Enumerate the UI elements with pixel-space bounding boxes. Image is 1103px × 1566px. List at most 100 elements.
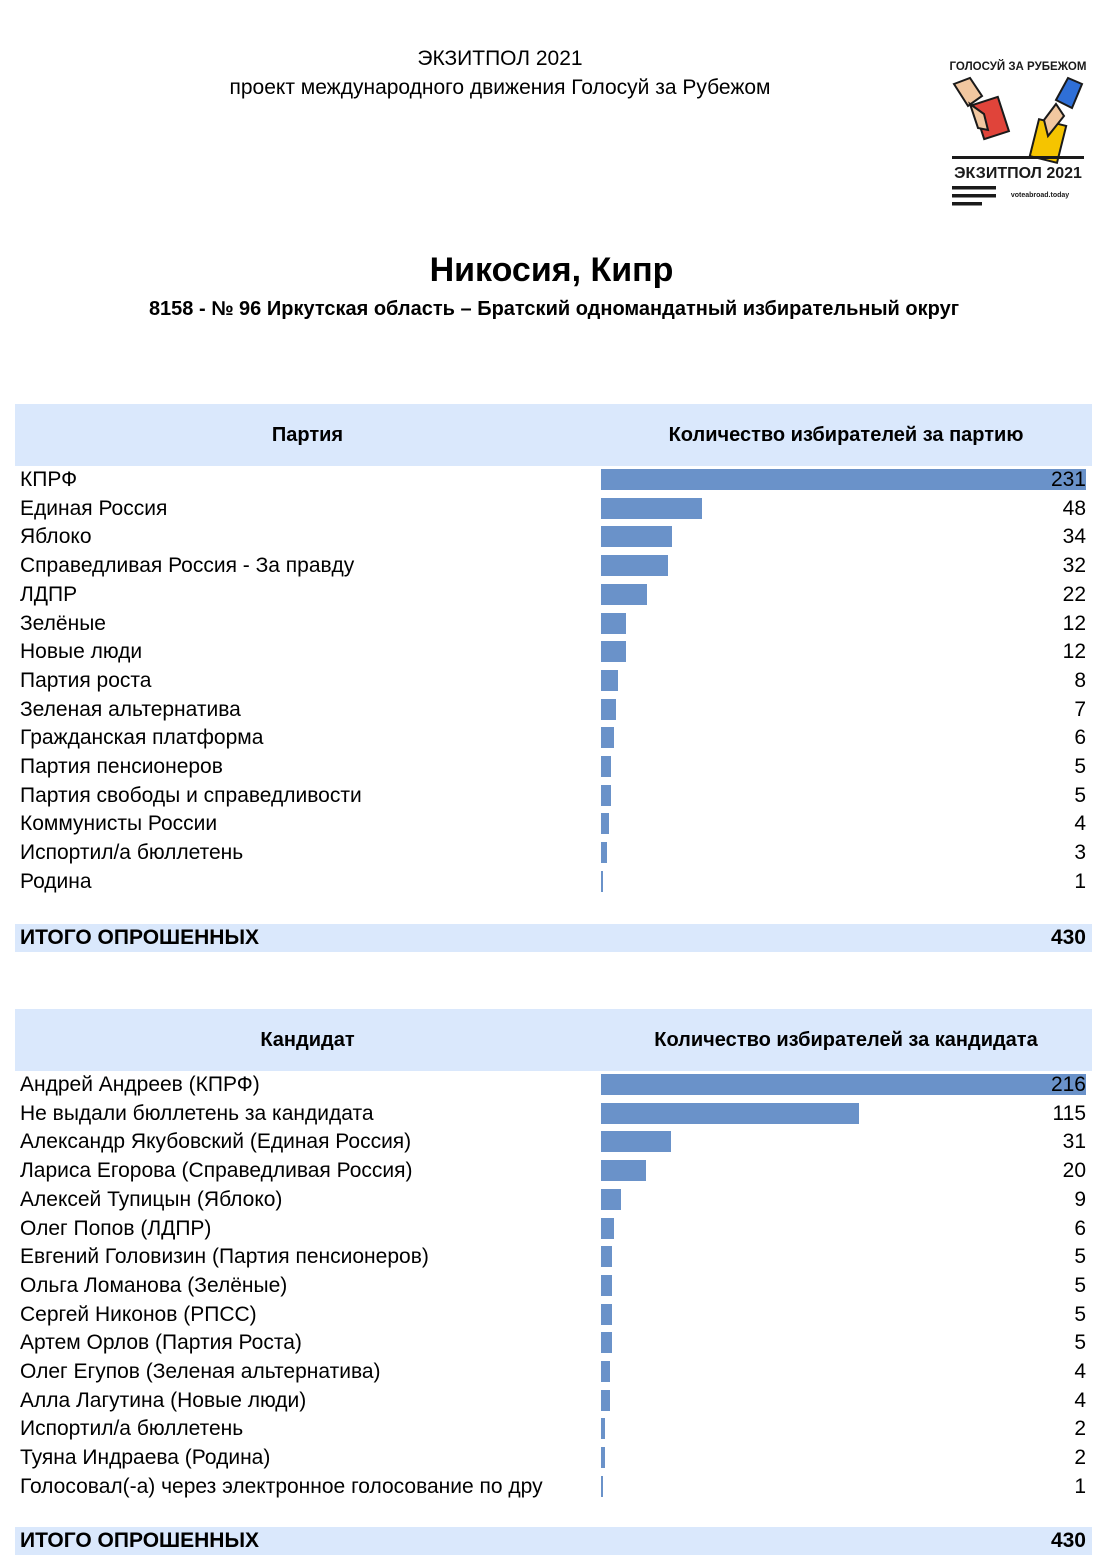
candidate-bar-track xyxy=(601,1475,1086,1497)
party-row: ЛДПР 22 xyxy=(15,581,1092,610)
candidate-value: 9 xyxy=(1074,1187,1086,1211)
party-value: 12 xyxy=(1062,611,1086,635)
hand-right-icon xyxy=(1028,76,1084,165)
candidate-bar xyxy=(601,1131,671,1153)
candidate-row: Александр Якубовский (Единая Россия) 31 xyxy=(15,1128,1092,1157)
district-subtitle: 8158 - № 96 Иркутская область – Братский… xyxy=(148,298,960,320)
candidate-bar-track xyxy=(601,1188,1086,1210)
candidate-value: 216 xyxy=(1050,1073,1086,1096)
party-bar-track xyxy=(601,842,1086,864)
party-row: Единая Россия 48 xyxy=(15,495,1092,524)
candidate-row: Сергей Никонов (РПСС) 5 xyxy=(15,1301,1092,1330)
candidate-total-row: ИТОГО ОПРОШЕННЫХ 430 xyxy=(15,1527,1092,1555)
party-bar xyxy=(601,497,702,519)
party-label: ЛДПР xyxy=(20,582,78,606)
party-label: Партия свободы и справедливости xyxy=(20,783,362,807)
candidate-value: 2 xyxy=(1074,1446,1086,1470)
candidate-bar xyxy=(601,1332,613,1354)
party-value: 34 xyxy=(1062,525,1086,549)
candidate-row: Туяна Индраева (Родина) 2 xyxy=(15,1444,1092,1473)
candidate-label: Не выдали бюллетень за кандидата xyxy=(20,1101,374,1125)
candidate-bar-track xyxy=(601,1303,1086,1325)
party-bar xyxy=(601,641,627,663)
candidate-label: Сергей Никонов (РПСС) xyxy=(20,1302,257,1326)
party-count-column-header: Количество избирателей за партию xyxy=(668,424,1024,446)
party-bar-track xyxy=(601,612,1086,634)
party-value: 5 xyxy=(1074,783,1086,807)
candidate-bar xyxy=(601,1274,613,1296)
party-value: 32 xyxy=(1062,554,1086,578)
candidate-row: Не выдали бюллетень за кандидата 115 xyxy=(15,1100,1092,1129)
candidate-label: Олег Попов (ЛДПР) xyxy=(20,1216,212,1240)
candidate-row: Ольга Ломанова (Зелёные) 5 xyxy=(15,1272,1092,1301)
candidate-label: Испортил/а бюллетень xyxy=(20,1417,244,1441)
party-bar xyxy=(601,870,604,892)
party-label: Коммунисты России xyxy=(20,812,218,836)
party-row: Яблоко 34 xyxy=(15,523,1092,552)
party-label: Новые люди xyxy=(20,640,143,664)
candidate-label: Артем Орлов (Партия Роста) xyxy=(20,1331,302,1355)
party-row: КПРФ 231 xyxy=(15,466,1092,495)
party-bar xyxy=(601,469,1086,490)
candidate-bar-track xyxy=(601,1447,1086,1469)
party-bar-track xyxy=(601,784,1086,806)
party-row: Родина 1 xyxy=(15,868,1092,897)
logo-site-text: voteabroad.today xyxy=(1011,192,1069,199)
party-bar xyxy=(601,583,648,605)
candidate-bar xyxy=(601,1389,610,1411)
exitpoll-logo: ГОЛОСУЙ ЗА РУБЕЖОМ ЭКЗИТПОЛ 2021 voteabr… xyxy=(950,60,1086,206)
party-table: Партия Количество избирателей за партию … xyxy=(15,404,1092,952)
party-value: 48 xyxy=(1062,496,1086,520)
candidate-label: Алексей Тупицын (Яблоко) xyxy=(20,1187,283,1211)
party-label: Родина xyxy=(20,869,92,893)
party-bar xyxy=(601,698,616,720)
party-label: Справедливая Россия - За правду xyxy=(20,554,355,578)
party-bar xyxy=(601,526,673,548)
party-value: 6 xyxy=(1074,726,1086,750)
party-bar xyxy=(601,612,627,634)
candidate-label: Александр Якубовский (Единая Россия) xyxy=(20,1130,412,1154)
header-subtitle: проект международного движения Голосуй з… xyxy=(229,76,771,99)
party-bar-track xyxy=(601,870,1086,892)
candidate-bar-track xyxy=(601,1361,1086,1382)
candidate-value: 115 xyxy=(1052,1101,1086,1125)
party-value: 3 xyxy=(1074,841,1086,865)
party-total-value: 430 xyxy=(1050,926,1086,949)
party-total-label: ИТОГО ОПРОШЕННЫХ xyxy=(20,926,260,949)
party-label: КПРФ xyxy=(20,468,78,491)
party-value: 4 xyxy=(1074,812,1086,836)
party-bar xyxy=(601,784,612,806)
candidate-bar xyxy=(601,1475,604,1497)
candidate-total-value: 430 xyxy=(1050,1529,1086,1552)
candidate-value: 31 xyxy=(1062,1130,1086,1154)
candidate-label: Туяна Индраева (Родина) xyxy=(20,1446,271,1470)
party-value: 12 xyxy=(1062,640,1086,664)
party-bar-track xyxy=(601,526,1086,548)
candidate-row: Голосовал(-а) через электронное голосова… xyxy=(15,1473,1092,1502)
candidate-value: 2 xyxy=(1074,1417,1086,1441)
party-bar xyxy=(601,669,618,691)
candidate-label: Олег Егупов (Зеленая альтернатива) xyxy=(20,1360,381,1383)
header-title: ЭКЗИТПОЛ 2021 xyxy=(417,47,583,70)
party-value: 231 xyxy=(1050,468,1086,491)
party-label: Партия роста xyxy=(20,668,152,692)
party-bar xyxy=(601,842,608,864)
candidate-label: Алла Лагутина (Новые люди) xyxy=(20,1388,307,1412)
candidate-row: Евгений Головизин (Партия пенсионеров) 5 xyxy=(15,1243,1092,1272)
party-row: Зеленая альтернатива 7 xyxy=(15,696,1092,725)
candidate-value: 4 xyxy=(1074,1388,1086,1412)
candidate-value: 5 xyxy=(1074,1245,1086,1269)
party-bar xyxy=(601,555,669,577)
candidate-row: Испортил/а бюллетень 2 xyxy=(15,1415,1092,1444)
candidate-label: Евгений Головизин (Партия пенсионеров) xyxy=(20,1245,429,1269)
party-row: Зелёные 12 xyxy=(15,610,1092,639)
candidate-bar xyxy=(601,1246,613,1268)
candidate-row: Алексей Тупицын (Яблоко) 9 xyxy=(15,1186,1092,1215)
candidate-bar-track xyxy=(601,1217,1086,1239)
candidate-bar-track xyxy=(601,1246,1086,1268)
candidate-value: 6 xyxy=(1074,1216,1086,1240)
candidate-bar xyxy=(601,1217,615,1239)
candidate-value: 4 xyxy=(1074,1360,1086,1383)
party-column-header: Партия xyxy=(271,424,344,446)
party-bar-track xyxy=(601,813,1086,835)
